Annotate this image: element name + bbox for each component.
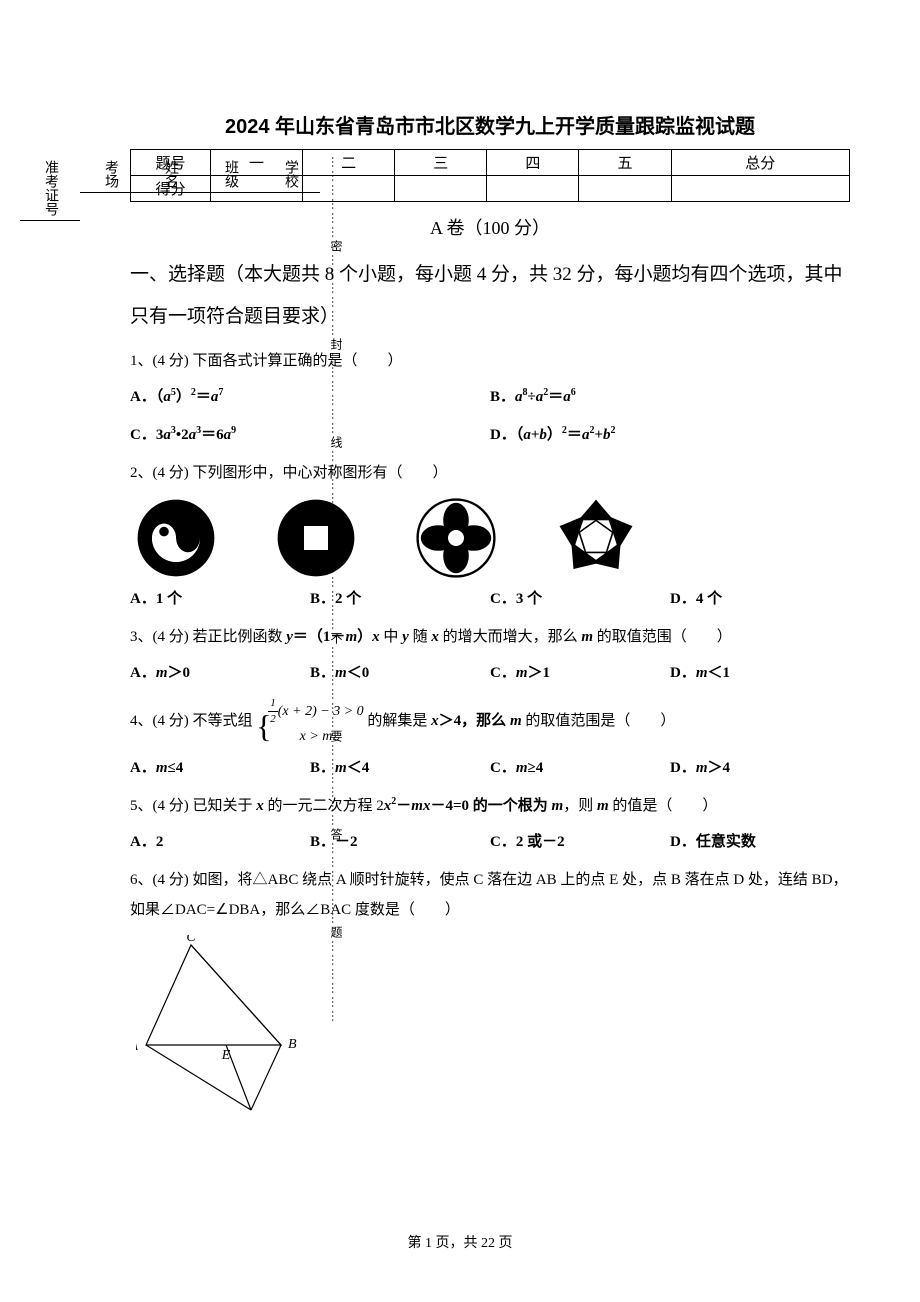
q1-option-a: A．（a5）2＝a7 xyxy=(130,382,490,412)
svg-text:D: D xyxy=(245,1114,256,1115)
q2-stem: 2、(4 分) 下列图形中，中心对称图形有（ ） xyxy=(130,458,850,488)
td xyxy=(303,176,395,202)
svg-text:A: A xyxy=(136,1039,138,1054)
inequality-system: 12(x + 2) − 3 > 0 x > m xyxy=(256,696,363,747)
q6-figure: C A E B D xyxy=(136,935,850,1126)
th-label: 题号 xyxy=(131,150,211,176)
page-title: 2024 年山东省青岛市市北区数学九上开学质量跟踪监视试题 xyxy=(130,110,850,139)
q2-option-b: B．2 个 xyxy=(310,584,490,614)
sidebar-label-id: 准考证号 xyxy=(20,160,80,1020)
td xyxy=(579,176,671,202)
question-1: 1、(4 分) 下面各式计算正确的是（ ） A．（a5）2＝a7 B．a8÷a2… xyxy=(130,346,850,450)
th: 四 xyxy=(487,150,579,176)
svg-text:E: E xyxy=(221,1048,231,1063)
td xyxy=(671,176,849,202)
question-4: 4、(4 分) 不等式组 12(x + 2) − 3 > 0 x > m 的解集… xyxy=(130,696,850,783)
question-3: 3、(4 分) 若正比例函数 y＝（1－m）x 中 y 随 x 的增大而增大，那… xyxy=(130,622,850,688)
label-text: 准考证号 xyxy=(40,160,60,216)
section-1-heading: 一、选择题（本大题共 8 个小题，每小题 4 分，共 32 分，每小题均有四个选… xyxy=(130,254,850,338)
q6-stem: 6、(4 分) 如图，将△ABC 绕点 A 顺时针旋转，使点 C 落在边 AB … xyxy=(130,865,850,925)
q5-stem: 5、(4 分) 已知关于 x 的一元二次方程 2x2－mx－4=0 的一个根为 … xyxy=(130,791,850,821)
table-row: 题号 一 二 三 四 五 总分 xyxy=(131,150,850,176)
q4-option-a: A．m≤4 xyxy=(130,753,310,783)
q5-option-c: C．2 或－2 xyxy=(490,827,670,857)
question-2: 2、(4 分) 下列图形中，中心对称图形有（ ） xyxy=(130,458,850,614)
q3-option-b: B．m＜0 xyxy=(310,658,490,688)
page-footer: 第 1 页，共 22 页 xyxy=(0,1232,920,1252)
q4-option-d: D．m＞4 xyxy=(670,753,850,783)
q3-option-a: A．m＞0 xyxy=(130,658,310,688)
q1-option-c: C．3a3•2a3＝6a9 xyxy=(130,420,490,450)
q4-option-b: B．m＜4 xyxy=(310,753,490,783)
td xyxy=(487,176,579,202)
q2-shapes xyxy=(130,498,850,578)
q2-option-a: A．1 个 xyxy=(130,584,310,614)
q5-option-b: B．－2 xyxy=(310,827,490,857)
q1-stem: 1、(4 分) 下面各式计算正确的是（ ） xyxy=(130,346,850,376)
th: 二 xyxy=(303,150,395,176)
paper-section-label: A 卷（100 分） xyxy=(130,214,850,240)
shape-1-icon xyxy=(136,498,216,578)
question-5: 5、(4 分) 已知关于 x 的一元二次方程 2x2－mx－4=0 的一个根为 … xyxy=(130,791,850,857)
shape-2-icon xyxy=(276,498,356,578)
table-row: 得分 xyxy=(131,176,850,202)
label-text: 考场 xyxy=(100,160,120,188)
th: 总分 xyxy=(671,150,849,176)
q4-option-c: C．m≥4 xyxy=(490,753,670,783)
svg-text:C: C xyxy=(186,935,196,945)
q3-stem: 3、(4 分) 若正比例函数 y＝（1－m）x 中 y 随 x 的增大而增大，那… xyxy=(130,622,850,652)
q5-option-a: A．2 xyxy=(130,827,310,857)
q4-stem: 4、(4 分) 不等式组 12(x + 2) − 3 > 0 x > m 的解集… xyxy=(130,696,850,747)
shape-3-icon xyxy=(416,498,496,578)
q3-option-c: C．m＞1 xyxy=(490,658,670,688)
q1-option-b: B．a8÷a2＝a6 xyxy=(490,382,850,412)
q1-option-d: D．（a+b）2＝a2+b2 xyxy=(490,420,850,450)
svg-text:B: B xyxy=(288,1037,297,1052)
question-6: 6、(4 分) 如图，将△ABC 绕点 A 顺时针旋转，使点 C 落在边 AB … xyxy=(130,865,850,1126)
binding-sidebar: 学校 班级 姓名 考场 准考证号 ………………密………………封………………线……… xyxy=(20,140,100,1040)
th: 五 xyxy=(579,150,671,176)
triangle-diagram-icon: C A E B D xyxy=(136,935,316,1115)
q2-option-d: D．4 个 xyxy=(670,584,850,614)
q2-option-c: C．3 个 xyxy=(490,584,670,614)
th: 三 xyxy=(395,150,487,176)
td xyxy=(211,176,303,202)
score-table: 题号 一 二 三 四 五 总分 得分 xyxy=(130,149,850,202)
q3-option-d: D．m＜1 xyxy=(670,658,850,688)
td-label: 得分 xyxy=(131,176,211,202)
shape-4-icon xyxy=(556,498,636,578)
q5-option-d: D．任意实数 xyxy=(670,827,850,857)
page-content: 2024 年山东省青岛市市北区数学九上开学质量跟踪监视试题 题号 一 二 三 四… xyxy=(130,110,850,1130)
th: 一 xyxy=(211,150,303,176)
td xyxy=(395,176,487,202)
